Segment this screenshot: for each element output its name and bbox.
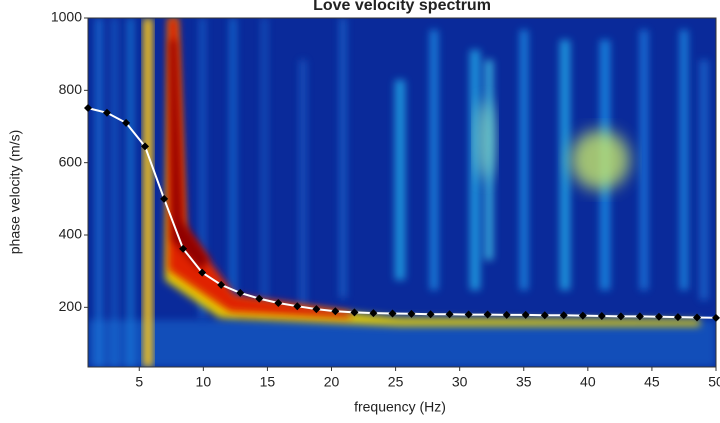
curve-marker bbox=[712, 313, 720, 322]
plot-frame bbox=[87, 17, 717, 368]
x-axis-label: frequency (Hz) bbox=[354, 399, 446, 415]
x-tick-label: 15 bbox=[260, 374, 276, 390]
curve-marker bbox=[464, 310, 473, 319]
x-tick-label: 45 bbox=[644, 374, 660, 390]
x-tick-label: 50 bbox=[708, 374, 720, 390]
y-tick-label: 200 bbox=[59, 298, 83, 314]
curve-marker bbox=[540, 311, 549, 320]
x-tick-label: 30 bbox=[452, 374, 468, 390]
curve-marker bbox=[635, 312, 644, 321]
curve-marker bbox=[122, 118, 131, 127]
y-tick-label: 400 bbox=[59, 226, 83, 242]
curve-marker bbox=[160, 194, 169, 203]
x-tick-label: 5 bbox=[135, 374, 143, 390]
curve-marker bbox=[198, 268, 207, 277]
curve-marker bbox=[521, 310, 530, 319]
x-tick-label: 10 bbox=[196, 374, 212, 390]
y-tick-label: 600 bbox=[59, 153, 83, 169]
curve-marker bbox=[331, 307, 340, 316]
curve-marker bbox=[217, 280, 226, 289]
curve-marker bbox=[141, 142, 150, 151]
curve-marker bbox=[388, 309, 397, 318]
curve-marker bbox=[274, 298, 283, 307]
y-tick-label: 800 bbox=[59, 81, 83, 97]
curve-marker bbox=[312, 305, 321, 314]
curve-marker bbox=[616, 312, 625, 321]
curve-marker bbox=[255, 294, 264, 303]
y-axis-label: phase velocity (m/s) bbox=[7, 130, 23, 254]
curve-marker bbox=[84, 104, 92, 113]
curve-marker bbox=[236, 288, 245, 297]
curve-marker bbox=[483, 310, 492, 319]
curve-marker bbox=[179, 244, 188, 253]
curve-marker bbox=[445, 310, 454, 319]
curve-marker bbox=[426, 310, 435, 319]
curve-marker bbox=[693, 313, 702, 322]
curve-marker bbox=[597, 312, 606, 321]
curve-line bbox=[87, 107, 717, 319]
y-tick-label: 1000 bbox=[51, 9, 82, 25]
curve-marker bbox=[559, 311, 568, 320]
curve-marker bbox=[502, 310, 511, 319]
curve-marker bbox=[673, 313, 682, 322]
chart-title: Love velocity spectrum bbox=[313, 0, 491, 14]
spectrum-background bbox=[88, 18, 716, 367]
curve-marker bbox=[407, 309, 416, 318]
curve-marker bbox=[654, 312, 663, 321]
x-tick-label: 20 bbox=[324, 374, 340, 390]
curve-marker bbox=[578, 311, 587, 320]
x-tick-label: 25 bbox=[388, 374, 404, 390]
x-tick-label: 35 bbox=[516, 374, 532, 390]
x-tick-label: 40 bbox=[580, 374, 596, 390]
curve-marker bbox=[102, 108, 111, 117]
curve-marker bbox=[350, 308, 359, 317]
curve-marker bbox=[369, 309, 378, 318]
curve-marker bbox=[293, 302, 302, 311]
